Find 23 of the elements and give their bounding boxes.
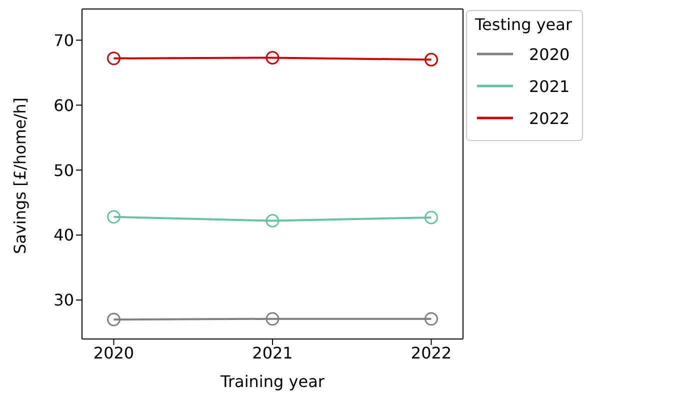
point — [266, 50, 280, 64]
x-tick-label: 2021 — [252, 343, 293, 362]
x-axis-title: Training year — [220, 372, 325, 391]
y-tick-label: 30 — [54, 290, 74, 310]
point — [266, 312, 280, 326]
point — [424, 52, 438, 66]
y-axis-title: Savings [£/home/h] — [10, 97, 30, 254]
point — [266, 214, 280, 228]
legend-label: 2021 — [529, 76, 570, 96]
point — [107, 52, 120, 66]
point — [107, 210, 120, 224]
x-tick-label: 2022 — [410, 343, 452, 362]
y-tick-label: 40 — [54, 226, 74, 245]
legend-label: 2022 — [529, 108, 570, 128]
point — [424, 312, 438, 326]
x-tick-label: 2020 — [93, 343, 134, 362]
y-tick-label: 50 — [54, 160, 74, 180]
y-tick-label: 70 — [54, 30, 74, 50]
y-tick-label: 60 — [54, 96, 74, 115]
legend-label: 2020 — [529, 44, 570, 64]
point — [107, 312, 120, 326]
point — [424, 210, 438, 224]
legend-title: Testing year — [475, 15, 572, 34]
